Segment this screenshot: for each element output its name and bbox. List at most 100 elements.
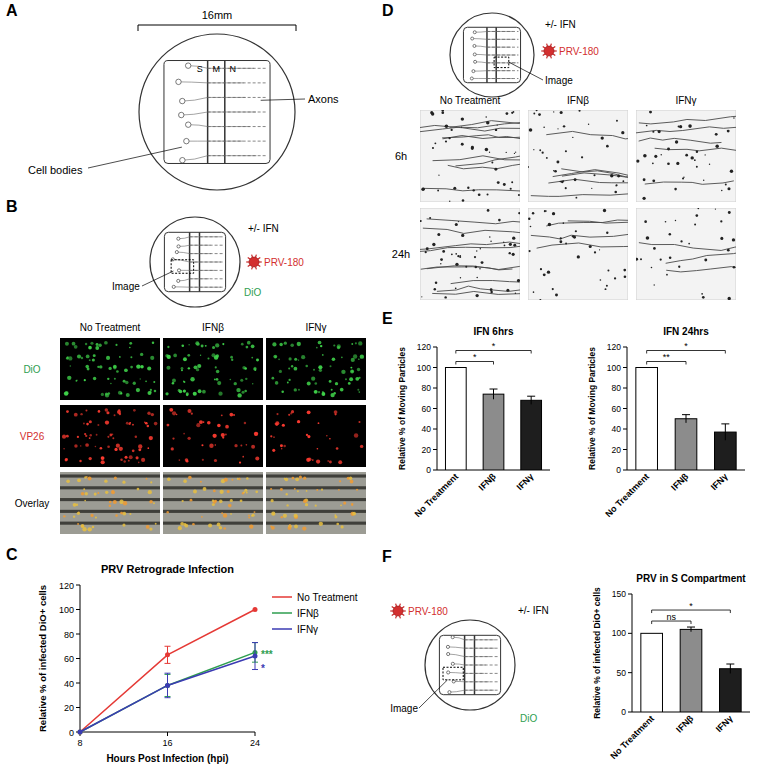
scale-bracket — [138, 25, 296, 31]
cell-signal — [200, 481, 202, 483]
particle — [606, 232, 608, 234]
cell-signal — [111, 490, 115, 494]
axon-trace — [537, 243, 628, 248]
particle — [617, 175, 620, 178]
dye-label: DiO — [520, 713, 537, 724]
panel-letter: B — [6, 198, 18, 215]
cell-signal — [271, 526, 275, 530]
axon — [472, 38, 515, 40]
particle — [572, 235, 574, 237]
series-line — [80, 652, 255, 732]
particle — [603, 209, 606, 212]
y-tick — [623, 347, 627, 348]
cell-signal — [84, 500, 86, 502]
cell-signal — [109, 501, 112, 504]
cell-signal — [319, 522, 323, 526]
y-tick — [76, 585, 80, 586]
cell-signal — [167, 424, 170, 427]
cell-signal — [279, 370, 282, 373]
cell-signal — [271, 499, 274, 502]
cell-signal — [129, 455, 133, 459]
cell-signal — [147, 425, 150, 428]
particle — [487, 209, 490, 212]
significance-label: * — [689, 601, 693, 611]
cell-signal — [89, 420, 92, 423]
particle — [682, 178, 684, 180]
cell-signal — [94, 493, 97, 496]
image-label: Image — [390, 703, 418, 714]
cell-signal — [242, 456, 244, 458]
cell-signal — [83, 423, 85, 425]
cell-signal — [172, 437, 174, 439]
cell-signal — [92, 526, 95, 529]
cell-body — [474, 60, 477, 63]
row-label: VP26 — [20, 431, 45, 442]
x-tick-label: IFNγ — [709, 471, 730, 492]
cell-signal — [302, 526, 306, 530]
particle — [461, 126, 462, 127]
particle — [528, 217, 530, 219]
column-header: IFNγ — [305, 322, 326, 333]
particle — [475, 294, 478, 297]
axon-trace — [639, 115, 736, 124]
cell-body — [179, 112, 184, 117]
axon-image — [528, 110, 628, 202]
cell-signal — [294, 514, 298, 518]
particle — [733, 266, 735, 268]
particle — [451, 129, 453, 131]
column-header: No Treatment — [440, 95, 501, 106]
particle — [442, 250, 445, 253]
cell-signal — [207, 421, 211, 425]
axon-trace — [636, 126, 736, 133]
axon-trace — [420, 122, 520, 132]
cell-signal — [187, 409, 191, 413]
particle — [622, 180, 624, 182]
cell-signal — [95, 446, 97, 448]
cell-signal — [288, 414, 290, 416]
cell-signal — [321, 489, 323, 491]
virus-spike — [392, 614, 394, 616]
cell-signal — [330, 393, 334, 397]
cell-signal — [336, 523, 339, 526]
column-header: IFNβ — [202, 322, 224, 333]
cell-signal — [88, 477, 92, 481]
cell-signal — [329, 380, 332, 383]
barrier-band — [266, 498, 366, 501]
cell-signal — [215, 500, 217, 502]
particle — [709, 164, 710, 165]
cell-signal — [184, 524, 188, 528]
treatment-label: +/- IFN — [518, 605, 549, 616]
error-bar — [165, 673, 171, 698]
virus-spike — [246, 261, 249, 262]
cell-signal — [251, 345, 255, 349]
axon-trace — [548, 179, 628, 184]
particle — [481, 261, 484, 264]
cell-signal — [193, 490, 197, 494]
plot-marks — [641, 627, 741, 712]
virus-spike — [258, 257, 260, 259]
cell-signal — [147, 447, 149, 449]
cell-signal — [165, 392, 168, 395]
cell-signal — [239, 461, 241, 463]
particle — [462, 199, 465, 202]
cell-signal — [353, 354, 357, 358]
overlay-image — [266, 472, 366, 534]
cell-signal — [221, 512, 223, 514]
cell-signal — [80, 445, 81, 446]
x-tick — [255, 732, 256, 736]
cell-signal — [240, 445, 242, 447]
y-tick — [433, 388, 437, 389]
x-tick-label: IFNβ — [669, 471, 691, 493]
axon-trace — [423, 228, 520, 233]
cell-signal — [139, 378, 140, 379]
cell-signal — [214, 355, 218, 359]
particle — [660, 258, 662, 260]
axon — [178, 237, 219, 239]
axon-trace — [427, 260, 520, 270]
pointer-line — [261, 99, 305, 100]
particle — [680, 240, 682, 242]
particle — [623, 269, 626, 272]
cell-signal — [348, 382, 351, 385]
cell-signal — [335, 382, 338, 385]
axon — [453, 637, 495, 640]
